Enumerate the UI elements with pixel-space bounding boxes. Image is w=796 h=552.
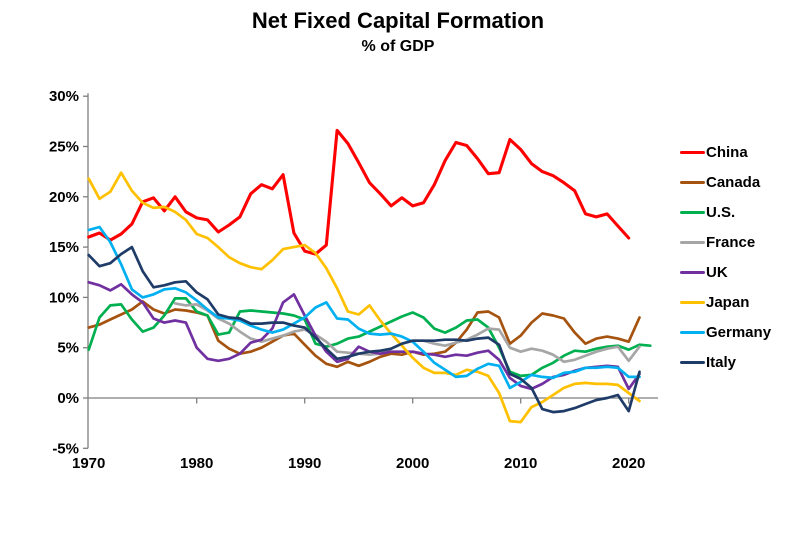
legend-item-uk: UK [680, 257, 771, 287]
y-tick-label: 5% [57, 340, 79, 357]
legend-line-swatch [680, 360, 705, 364]
legend-label: UK [706, 263, 728, 281]
legend-item-us: U.S. [680, 197, 771, 227]
y-tick-label: 15% [49, 239, 79, 256]
series-line-us [87, 297, 652, 378]
legend-item-canada: Canada [680, 167, 771, 197]
y-tick-label: -5% [52, 440, 79, 457]
source-line-1: Source: Calculated from World Bank World… [6, 549, 792, 552]
series-line-china [87, 128, 631, 256]
series-line-japan [87, 171, 641, 424]
legend-label: Japan [706, 293, 750, 311]
legend-line-swatch [680, 270, 705, 274]
source-note: Source: Calculated from World Bank World… [6, 506, 792, 552]
y-tick-label: 25% [49, 139, 79, 156]
x-tick-label: 1970 [72, 455, 105, 472]
legend: China Canada U.S. France UK Japan Germany Italy [680, 137, 771, 377]
legend-item-italy: Italy [680, 347, 771, 377]
y-tick-label: 0% [57, 390, 79, 407]
series-line-uk [87, 280, 641, 391]
series-line-germany [87, 225, 641, 390]
series-line-canada [87, 300, 641, 369]
legend-item-china: China [680, 137, 771, 167]
legend-label: China [706, 143, 748, 161]
page-title: Net Fixed Capital Formation [251, 8, 545, 33]
legend-label: France [706, 233, 756, 251]
legend-line-swatch [680, 240, 705, 244]
x-tick-label: 2000 [396, 455, 429, 472]
x-tick-label: 1990 [288, 455, 321, 472]
legend-item-france: France [680, 227, 771, 257]
x-tick-label: 1980 [180, 455, 213, 472]
y-tick-label: 10% [49, 289, 79, 306]
legend-line-swatch [680, 180, 705, 184]
legend-item-japan: Japan [680, 287, 771, 317]
legend-line-swatch [680, 150, 705, 154]
y-tick-label: 30% [49, 88, 79, 105]
x-tick-label: 2020 [612, 455, 645, 472]
y-tick-label: 20% [49, 189, 79, 206]
series-line-italy [87, 245, 641, 414]
chart-subtitle: % of GDP [361, 38, 435, 55]
legend-item-germany: Germany [680, 317, 771, 347]
legend-label: Germany [706, 323, 772, 341]
legend-label: Italy [706, 353, 737, 371]
legend-line-swatch [680, 330, 705, 334]
legend-label: Canada [706, 173, 761, 191]
x-tick-label: 2010 [504, 455, 537, 472]
legend-line-swatch [680, 300, 705, 304]
legend-label: U.S. [706, 203, 736, 221]
legend-line-swatch [680, 210, 705, 214]
